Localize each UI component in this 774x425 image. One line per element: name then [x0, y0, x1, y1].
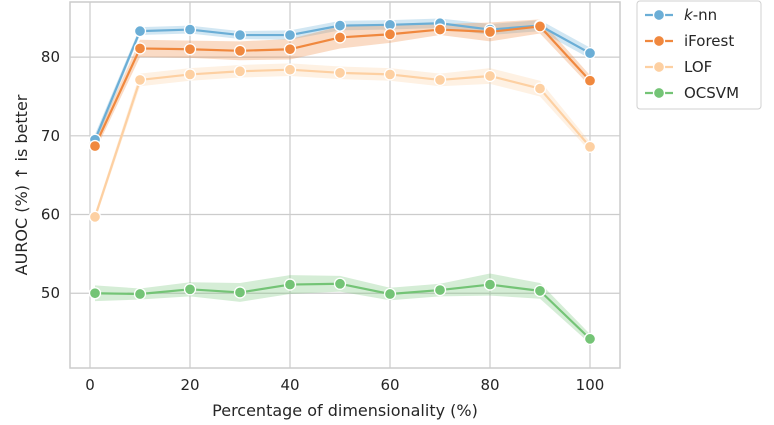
data-point: [483, 278, 497, 291]
data-point: [483, 69, 497, 83]
legend-label-italic-part: k: [684, 6, 694, 24]
data-point: [88, 139, 102, 153]
data-point: [133, 42, 147, 55]
data-point: [233, 28, 247, 42]
x-tick-label: 60: [380, 376, 399, 394]
legend-marker: [652, 8, 666, 22]
legend-marker: [652, 86, 666, 100]
y-tick-label: 50: [41, 284, 60, 302]
data-point: [383, 28, 397, 41]
data-point: [183, 43, 197, 56]
data-point: [133, 24, 147, 38]
data-point: [483, 25, 497, 39]
data-point: [283, 43, 297, 56]
data-point: [233, 65, 247, 78]
legend-marker: [652, 34, 666, 48]
data-point: [283, 28, 297, 42]
x-tick-label: 40: [280, 376, 299, 394]
data-point: [88, 287, 102, 300]
legend-label: k-nn: [684, 6, 717, 24]
data-point: [133, 287, 147, 301]
data-point: [583, 74, 597, 87]
x-tick-label: 20: [180, 376, 199, 394]
data-point: [433, 23, 447, 36]
data-point: [533, 82, 547, 95]
data-point: [533, 284, 547, 298]
data-point: [233, 44, 247, 57]
data-point: [283, 278, 297, 291]
y-tick-label: 70: [41, 127, 60, 145]
data-point: [433, 73, 447, 87]
series-band-1: [95, 19, 590, 152]
y-tick-label: 80: [41, 48, 60, 66]
data-point: [283, 63, 297, 76]
data-point: [433, 283, 447, 297]
data-point: [533, 20, 547, 33]
y-tick-label: 60: [41, 206, 60, 224]
legend-label: OCSVM: [684, 84, 739, 102]
legend-label-rest: -nn: [693, 6, 717, 24]
data-point: [88, 210, 102, 224]
data-point: [183, 23, 197, 36]
x-tick-label: 100: [576, 376, 605, 394]
data-point: [333, 66, 347, 79]
tick-labels: 0 20 40 60 80 100 50 60 70 80: [41, 48, 604, 394]
y-axis-label: AUROC (%) ↑ is better: [12, 94, 31, 275]
data-point: [383, 287, 397, 301]
x-tick-label: 0: [85, 376, 95, 394]
legend-label: LOF: [684, 58, 712, 76]
plot-frame: [69, 1, 621, 369]
data-point: [383, 68, 397, 81]
data-point: [333, 31, 347, 44]
legend-label: iForest: [684, 32, 734, 50]
legend: k-nn iForest LOF OCSVM: [636, 0, 762, 110]
data-point: [583, 140, 597, 153]
data-point: [183, 68, 197, 81]
x-axis-label: Percentage of dimensionality (%): [212, 401, 478, 420]
data-point: [233, 286, 247, 299]
data-point: [183, 283, 197, 296]
data-point: [333, 277, 347, 290]
data-point: [333, 19, 347, 32]
data-point: [583, 332, 597, 346]
data-point: [133, 73, 147, 87]
data-point: [583, 47, 597, 60]
legend-box: [636, 0, 762, 110]
series-points: [88, 17, 597, 346]
grid: [70, 2, 620, 368]
legend-marker: [652, 60, 666, 74]
x-tick-label: 80: [480, 376, 499, 394]
